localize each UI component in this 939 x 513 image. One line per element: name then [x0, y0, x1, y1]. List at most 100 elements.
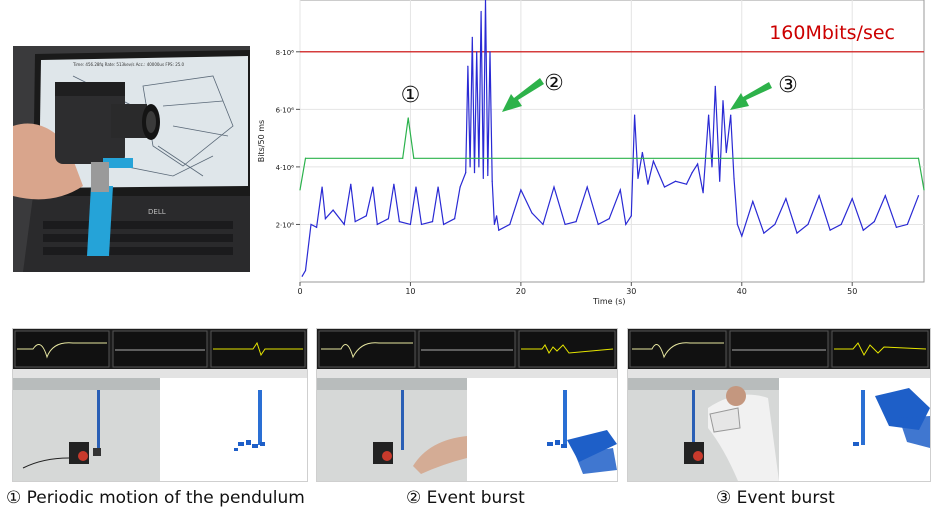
- panel-event-burst-3: [627, 328, 931, 482]
- event-rate-point: [840, 223, 842, 226]
- annotation-label-3: ③: [778, 73, 798, 98]
- event-rate-point: [851, 197, 853, 200]
- svg-text:DELL: DELL: [148, 208, 166, 216]
- event-rate-point: [498, 229, 500, 231]
- envelope-point: [923, 189, 925, 191]
- event-rate-point: [696, 163, 699, 165]
- event-rate-point: [459, 186, 461, 188]
- x-tick-label: 30: [626, 287, 636, 296]
- video-frame: [13, 378, 160, 481]
- caption-periodic-motion: ① Periodic motion of the pendulum: [6, 488, 305, 508]
- y-tick-label: 2·10⁶: [276, 221, 295, 229]
- event-rate-point: [719, 180, 721, 182]
- event-rate-point: [372, 186, 374, 188]
- envelope-point: [299, 189, 301, 191]
- annotation-label-2: ②: [544, 71, 564, 96]
- event-rate-point: [484, 0, 487, 1]
- event-rate-point: [491, 180, 493, 182]
- event-frame: [160, 378, 307, 481]
- event-rate-point: [564, 223, 566, 226]
- event-rate-point: [763, 232, 765, 234]
- event-rate-point: [733, 177, 735, 180]
- arrow-icon: [502, 78, 544, 112]
- event-rate-point: [725, 151, 727, 154]
- event-rate-point: [387, 218, 389, 220]
- event-rate-point: [324, 218, 327, 220]
- envelope-point: [402, 157, 404, 159]
- y-axis-label: Bits/50 ms: [257, 120, 266, 162]
- x-tick-label: 0: [297, 287, 302, 296]
- event-rate-point: [480, 10, 482, 13]
- envelope-point: [304, 157, 307, 159]
- event-rate-point: [674, 180, 677, 182]
- oscilloscope-strip: [13, 329, 307, 369]
- event-rate-point: [471, 36, 473, 39]
- event-rate-point: [310, 223, 312, 226]
- event-rate-point: [437, 186, 439, 188]
- event-rate-point: [641, 151, 643, 154]
- event-rate-point: [895, 226, 897, 228]
- x-tick-label: 20: [516, 287, 526, 296]
- annotation-label-1: ①: [401, 83, 421, 108]
- x-tick-label: 40: [737, 287, 747, 296]
- event-rate-point: [906, 223, 909, 226]
- event-rate-point: [304, 269, 307, 272]
- event-rate-point: [409, 223, 412, 226]
- y-tick-label: 6·10⁶: [276, 106, 295, 114]
- threshold-label: 160Mbits/sec: [769, 22, 895, 44]
- event-rate-point: [553, 186, 555, 188]
- event-rate-point: [586, 186, 588, 188]
- oscilloscope-strip: [317, 329, 617, 369]
- y-tick-label: 4·10⁶: [276, 164, 295, 172]
- envelope-point: [917, 157, 920, 159]
- event-rate-point: [711, 166, 713, 168]
- event-rate-point: [473, 172, 476, 174]
- panel-event-burst-2: [316, 328, 618, 482]
- event-rate-point: [509, 223, 511, 226]
- event-rate-point: [730, 114, 732, 116]
- event-rate-point: [774, 223, 776, 226]
- panel-header-bar: [317, 369, 617, 378]
- event-rate-point: [478, 166, 480, 168]
- event-rate-point: [663, 186, 666, 188]
- event-rate-point: [332, 209, 334, 211]
- screen-status-text: Time: 456.28fq Rate: 513kev/s Acc.: 4000…: [72, 62, 185, 67]
- event-rate-point: [873, 220, 875, 223]
- arrow-icon: [730, 82, 772, 110]
- event-rate-point: [542, 223, 544, 226]
- event-rate-point: [415, 186, 417, 188]
- event-rate-point: [714, 85, 716, 87]
- event-rate-point: [818, 195, 820, 197]
- event-rate-point: [431, 220, 434, 223]
- event-rate-point: [630, 215, 632, 217]
- panel-header-bar: [628, 369, 930, 378]
- event-rate-point: [315, 226, 318, 228]
- event-rate-point: [752, 200, 754, 203]
- event-rate-point: [702, 192, 704, 194]
- event-rate-line: [301, 0, 920, 277]
- event-rate-point: [495, 215, 498, 217]
- event-rate-point: [476, 51, 478, 53]
- event-rate-point: [465, 172, 467, 174]
- event-rate-point: [608, 218, 610, 220]
- event-rate-point: [365, 215, 367, 217]
- event-rate-point: [489, 51, 491, 53]
- event-rate-point: [354, 220, 356, 223]
- event-rate-point: [736, 223, 738, 226]
- event-rate-point: [398, 220, 400, 223]
- event-rate-point: [691, 172, 693, 174]
- event-rate-point: [652, 160, 655, 162]
- event-rate-point: [634, 114, 636, 116]
- bitrate-chart-svg: 0 10 20 30 40 50 2·10⁶ 4·10⁶ 6·10⁶ 8·10⁶ Time (s) B…: [257, 0, 925, 306]
- x-tick-label: 10: [405, 287, 415, 296]
- event-rate-point: [442, 223, 445, 226]
- event-rate-point: [917, 195, 920, 197]
- event-rate-point: [469, 166, 471, 168]
- event-rate-point: [796, 232, 798, 234]
- event-rate-point: [420, 223, 423, 226]
- event-rate-point: [454, 218, 456, 220]
- event-rate-point: [647, 183, 649, 185]
- event-rate-point: [467, 65, 469, 67]
- event-rate-point: [619, 189, 621, 191]
- panel-periodic-motion: [12, 328, 308, 482]
